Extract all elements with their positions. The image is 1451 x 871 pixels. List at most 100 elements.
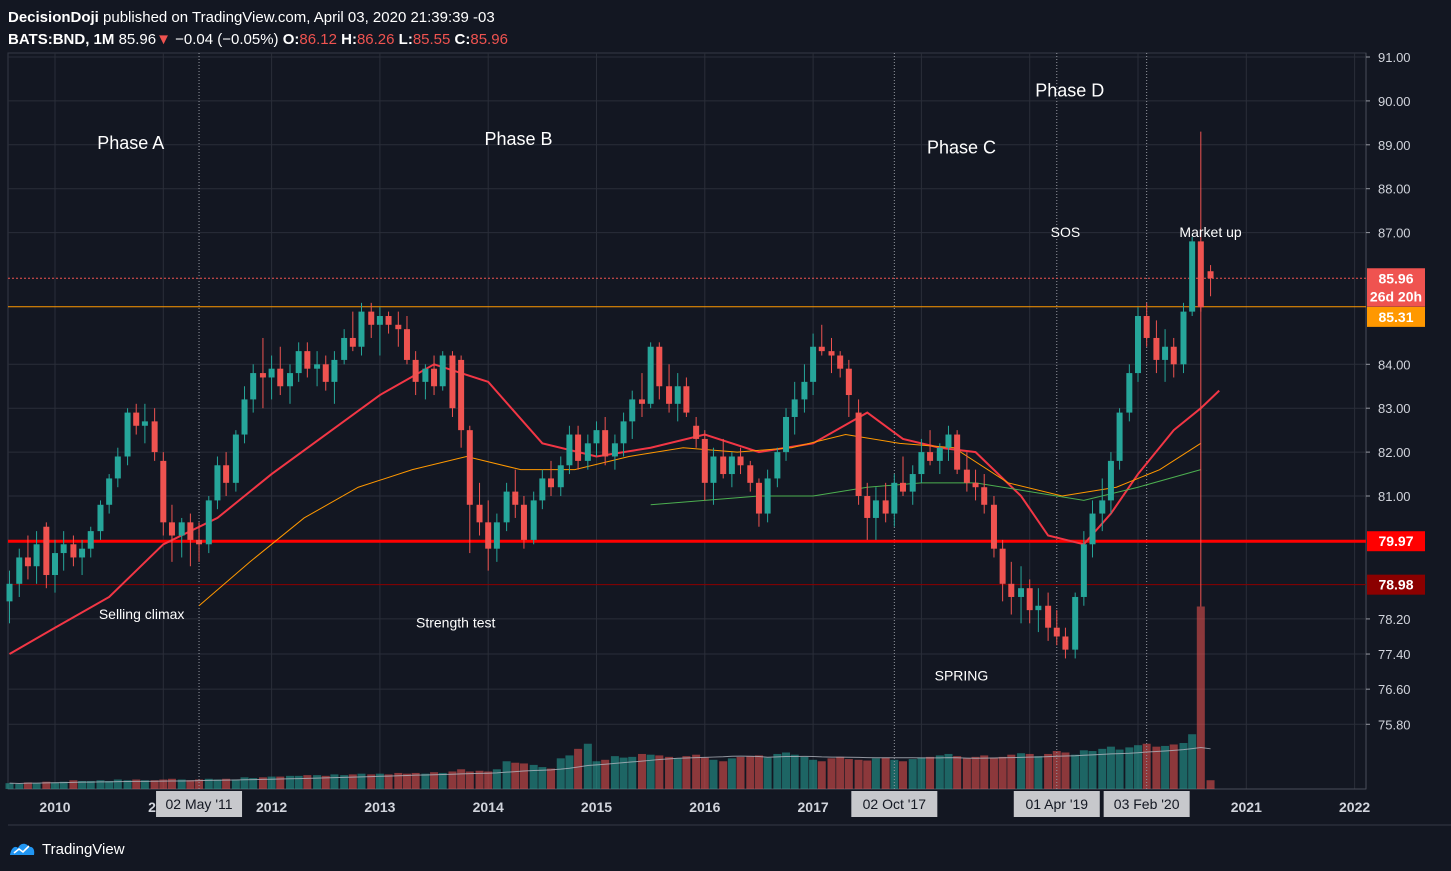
- candle[interactable]: [60, 531, 67, 571]
- candle[interactable]: [737, 447, 744, 475]
- candle[interactable]: [358, 302, 365, 356]
- candle[interactable]: [1170, 337, 1177, 378]
- candle[interactable]: [503, 482, 510, 532]
- candle[interactable]: [710, 447, 717, 505]
- candle[interactable]: [485, 500, 492, 571]
- candle[interactable]: [899, 456, 906, 496]
- candle[interactable]: [314, 351, 321, 387]
- candle[interactable]: [241, 386, 248, 444]
- candle[interactable]: [287, 364, 294, 404]
- candle[interactable]: [476, 482, 483, 536]
- candle[interactable]: [1089, 500, 1096, 558]
- candle[interactable]: [1080, 531, 1087, 606]
- candle[interactable]: [810, 333, 817, 396]
- candle[interactable]: [656, 342, 663, 400]
- candle[interactable]: [837, 351, 844, 378]
- candle[interactable]: [449, 351, 456, 417]
- candle[interactable]: [232, 430, 239, 492]
- candle[interactable]: [1143, 302, 1150, 347]
- candle[interactable]: [566, 425, 573, 475]
- candle[interactable]: [1135, 307, 1141, 382]
- candle[interactable]: [1026, 579, 1033, 624]
- candle[interactable]: [6, 570, 13, 624]
- candle[interactable]: [945, 425, 952, 461]
- candle[interactable]: [1062, 627, 1069, 659]
- candle[interactable]: [1116, 408, 1123, 470]
- candle[interactable]: [250, 364, 257, 413]
- candle[interactable]: [972, 469, 979, 501]
- candle[interactable]: [79, 539, 86, 576]
- candle[interactable]: [196, 522, 203, 562]
- candle[interactable]: [1072, 592, 1079, 659]
- candle[interactable]: [557, 456, 564, 496]
- candle[interactable]: [412, 351, 419, 396]
- candle[interactable]: [647, 342, 654, 409]
- candle[interactable]: [97, 500, 104, 540]
- candle[interactable]: [666, 364, 673, 413]
- candle[interactable]: [493, 513, 500, 562]
- candle[interactable]: [376, 307, 383, 356]
- candle[interactable]: [999, 539, 1006, 602]
- candle[interactable]: [114, 447, 121, 488]
- candle[interactable]: [1207, 265, 1214, 297]
- candle[interactable]: [520, 496, 527, 549]
- candle[interactable]: [187, 513, 194, 567]
- candle[interactable]: [548, 460, 555, 496]
- candle[interactable]: [954, 430, 961, 475]
- candle[interactable]: [178, 517, 185, 558]
- candle[interactable]: [385, 311, 392, 334]
- candle[interactable]: [160, 452, 167, 536]
- candle[interactable]: [855, 399, 862, 505]
- candle[interactable]: [728, 452, 735, 488]
- candle[interactable]: [43, 522, 50, 589]
- candle[interactable]: [304, 342, 311, 378]
- candle[interactable]: [395, 311, 402, 347]
- candle[interactable]: [1008, 561, 1015, 615]
- candle[interactable]: [277, 346, 284, 396]
- candle[interactable]: [331, 351, 338, 404]
- candle[interactable]: [783, 408, 790, 461]
- candle[interactable]: [620, 412, 627, 457]
- candle[interactable]: [368, 302, 375, 338]
- candle[interactable]: [981, 474, 988, 514]
- candle[interactable]: [268, 355, 275, 400]
- candle[interactable]: [214, 456, 221, 510]
- candle[interactable]: [828, 337, 835, 374]
- tradingview-branding[interactable]: TradingView: [8, 836, 125, 862]
- candle[interactable]: [755, 478, 762, 527]
- candle[interactable]: [1018, 566, 1025, 624]
- candle[interactable]: [349, 311, 356, 352]
- candle[interactable]: [1035, 588, 1042, 633]
- candle[interactable]: [891, 474, 898, 527]
- candle[interactable]: [774, 447, 781, 488]
- candle[interactable]: [205, 496, 212, 554]
- candle[interactable]: [133, 403, 140, 435]
- candle[interactable]: [70, 535, 77, 567]
- candle[interactable]: [1162, 329, 1169, 382]
- candle[interactable]: [936, 443, 943, 475]
- candle[interactable]: [801, 364, 808, 413]
- candle[interactable]: [439, 351, 446, 391]
- candle[interactable]: [106, 474, 113, 514]
- candle[interactable]: [168, 504, 175, 562]
- candle[interactable]: [909, 465, 916, 505]
- candle[interactable]: [602, 416, 609, 466]
- candle[interactable]: [1189, 236, 1196, 317]
- candle[interactable]: [530, 491, 537, 545]
- candle[interactable]: [575, 425, 582, 470]
- candle[interactable]: [764, 469, 771, 523]
- candle[interactable]: [701, 430, 708, 501]
- candle[interactable]: [431, 355, 438, 396]
- candle[interactable]: [512, 469, 519, 518]
- candle[interactable]: [882, 482, 889, 523]
- candle[interactable]: [674, 373, 681, 422]
- candle[interactable]: [693, 416, 700, 448]
- candle[interactable]: [124, 408, 131, 466]
- candle[interactable]: [52, 539, 58, 593]
- candle[interactable]: [33, 531, 40, 584]
- candle[interactable]: [322, 355, 329, 391]
- candle[interactable]: [1045, 592, 1052, 641]
- candle[interactable]: [403, 316, 410, 365]
- candle[interactable]: [638, 373, 645, 417]
- candle[interactable]: [87, 526, 94, 558]
